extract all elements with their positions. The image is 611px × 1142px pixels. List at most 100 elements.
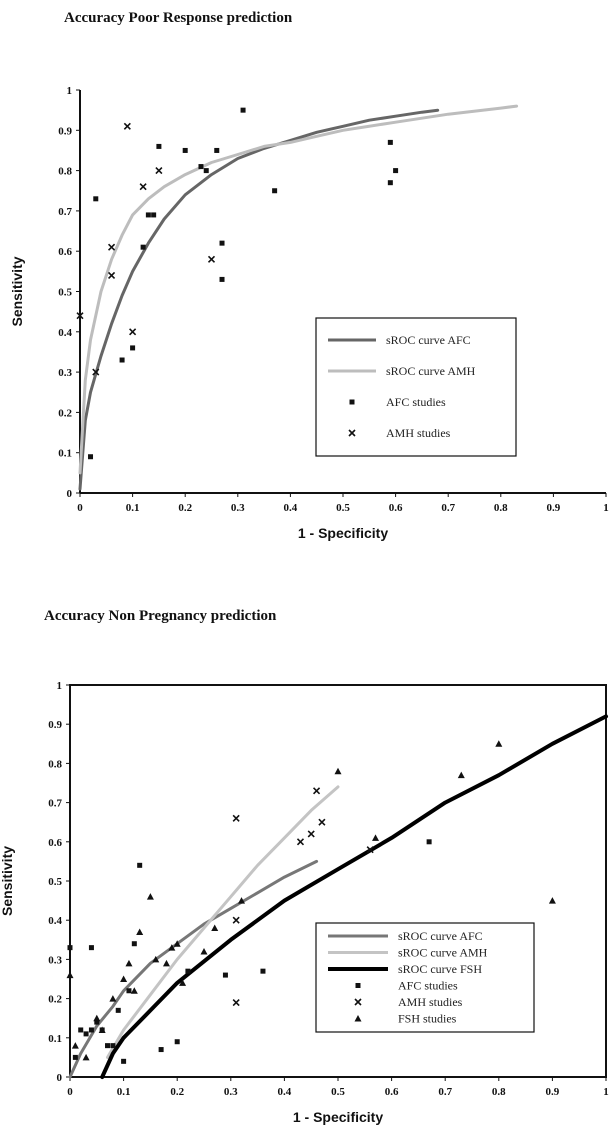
chart-2-legend-sroc-curve-afc-label: sROC curve AFC <box>398 929 483 943</box>
chart-2-x-tick-label: 0 <box>67 1086 73 1098</box>
chart-1-afc-studies-point <box>119 357 125 363</box>
chart-1-x-tick-label: 0.3 <box>231 502 245 514</box>
chart-2-afc-studies-point <box>158 1047 164 1053</box>
chart-1-y-tick-label: 0.4 <box>58 327 72 339</box>
chart-2-x-tick-label: 0.6 <box>385 1086 399 1098</box>
chart-1-y-tick-label: 0.2 <box>58 407 72 419</box>
chart-1-legend-amh-studies-swatch <box>348 429 356 437</box>
chart-2-x-axis-label: 1 - Specificity <box>293 1109 383 1125</box>
chart-2-fsh-studies-point <box>238 897 246 904</box>
chart-2-fsh-studies-point <box>457 771 465 779</box>
chart-2-afc-studies-point <box>88 945 94 951</box>
chart-1-amh-studies-point <box>76 312 84 320</box>
chart-2-fsh-studies-point <box>120 975 128 982</box>
chart-2-amh-studies-point <box>232 916 240 924</box>
chart-2-fsh-studies-point <box>495 740 503 747</box>
chart-2-afc-studies-point <box>72 1054 78 1060</box>
chart-1-afc-studies-point <box>198 164 204 170</box>
chart-2-afc-studies-point <box>137 862 143 868</box>
chart-2-amh-studies-point <box>312 787 321 795</box>
chart-2-legend-box <box>315 922 535 1033</box>
chart-2-title: Accuracy Non Pregnancy prediction <box>44 608 277 624</box>
chart-1-legend-amh-studies-label: AMH studies <box>386 426 451 440</box>
chart-1-legend-sroc-curve-amh-label: sROC curve AMH <box>386 364 476 378</box>
chart-1-title: Accuracy Poor Response prediction <box>64 10 293 26</box>
chart-2-afc-studies-point <box>222 972 228 978</box>
chart-1-x-tick-label: 1 <box>603 502 609 514</box>
chart-2-x-tick-label: 1 <box>603 1086 609 1098</box>
chart-1-afc-studies-point <box>88 454 94 460</box>
chart-2-afc-studies-point <box>67 945 73 951</box>
chart-1-afc-studies-point <box>219 276 225 282</box>
chart-2-y-tick-label: 0.9 <box>48 719 62 731</box>
chart-1-amh-studies-point <box>123 122 131 130</box>
chart-2-y-tick-label: 0.4 <box>48 915 62 927</box>
chart-2-legend-afc-studies-label: AFC studies <box>398 979 458 993</box>
chart-1-legend-afc-studies-swatch <box>349 399 355 405</box>
chart-1-afc-studies-point <box>140 244 146 250</box>
chart-1-legend-sroc-curve-afc-label: sROC curve AFC <box>386 333 471 347</box>
chart-2-fsh-studies-point <box>136 928 144 935</box>
chart-2-afc-studies-point <box>174 1039 180 1045</box>
chart-2-y-axis-label: Sensitivity <box>0 846 15 916</box>
chart-2-amh-studies-point <box>366 846 374 854</box>
chart-1-x-tick-label: 0.6 <box>389 502 403 514</box>
chart-1-amh-studies-point <box>207 255 216 263</box>
chart-1-sroc-curve-amh-line <box>78 104 519 475</box>
chart-1-amh-studies-point <box>139 183 147 191</box>
chart-1-y-tick-label: 0.3 <box>58 367 72 379</box>
chart-1-x-tick-label: 0 <box>77 502 83 514</box>
chart-2-fsh-studies-point <box>82 1053 90 1061</box>
chart-1-afc-studies-point <box>219 240 225 246</box>
chart-2-afc-studies-point <box>126 988 132 994</box>
chart-2-legend-sroc-curve-amh-label: sROC curve AMH <box>398 946 488 960</box>
chart-2-fsh-studies-point <box>179 979 187 986</box>
chart-1-y-tick-label: 0.8 <box>58 166 72 178</box>
chart-1-y-tick-label: 1 <box>67 85 73 97</box>
chart-1-afc-studies-point <box>93 196 99 202</box>
chart-2-x-tick-label: 0.7 <box>438 1086 452 1098</box>
chart-1-y-tick-label: 0.6 <box>58 246 72 258</box>
chart-2-legend-amh-studies-swatch <box>354 998 362 1006</box>
chart-1-afc-studies-point <box>393 168 399 174</box>
chart-2-afc-studies-point <box>105 1043 111 1049</box>
chart-2-y-tick-label: 0.7 <box>48 798 62 810</box>
chart-1-y-tick-label: 0.1 <box>58 448 72 460</box>
chart-2-x-tick-label: 0.1 <box>117 1086 131 1098</box>
chart-2-legend-sroc-curve-fsh-label: sROC curve FSH <box>398 962 482 976</box>
chart-2-afc-studies-point <box>78 1027 84 1033</box>
chart-1-afc-studies-point <box>182 147 188 153</box>
chart-1-amh-studies-point <box>107 243 116 251</box>
chart-2-fsh-studies-point <box>162 959 170 967</box>
chart-2-x-tick-label: 0.4 <box>278 1086 292 1098</box>
chart-2-afc-studies-point <box>131 941 137 947</box>
chart-1-x-tick-label: 0.4 <box>284 502 298 514</box>
chart-1-afc-studies-point <box>203 168 209 174</box>
chart-1-afc-studies-point <box>145 212 151 218</box>
chart-2-fsh-studies-point <box>211 924 219 932</box>
chart-1-x-tick-label: 0.1 <box>126 502 140 514</box>
chart-2-afc-studies-point <box>121 1058 127 1064</box>
chart-2-x-tick-label: 0.3 <box>224 1086 238 1098</box>
chart-2-y-tick-label: 0.3 <box>48 954 62 966</box>
chart-2-amh-studies-point <box>232 814 240 822</box>
chart-1-x-axis-label: 1 - Specificity <box>298 525 388 541</box>
chart-2-x-tick-label: 0.8 <box>492 1086 506 1098</box>
chart-2-fsh-studies-point <box>200 948 208 955</box>
chart-2-afc-studies-point <box>83 1031 89 1037</box>
chart-2-amh-studies-point <box>307 830 315 838</box>
chart-2-fsh-studies-point <box>372 834 380 841</box>
chart-2-sroc-curve-fsh-line <box>100 714 608 1079</box>
chart-1-afc-studies-point <box>272 188 278 194</box>
chart-2-afc-studies-point <box>115 1007 121 1013</box>
chart-2-fsh-studies-point <box>334 767 342 775</box>
chart-2-afc-studies-point <box>185 968 191 974</box>
chart-2-afc-studies-point <box>88 1027 94 1033</box>
chart-1-amh-studies-point <box>107 271 116 279</box>
chart-2-fsh-studies-point <box>109 995 117 1002</box>
chart-1-legend-afc-studies-label: AFC studies <box>386 395 446 409</box>
chart-2-amh-studies-point <box>232 998 240 1007</box>
chart-2-y-tick-label: 0 <box>57 1072 63 1084</box>
chart-2-fsh-studies-point <box>125 959 133 967</box>
chart-2-afc-studies-point <box>260 968 266 974</box>
